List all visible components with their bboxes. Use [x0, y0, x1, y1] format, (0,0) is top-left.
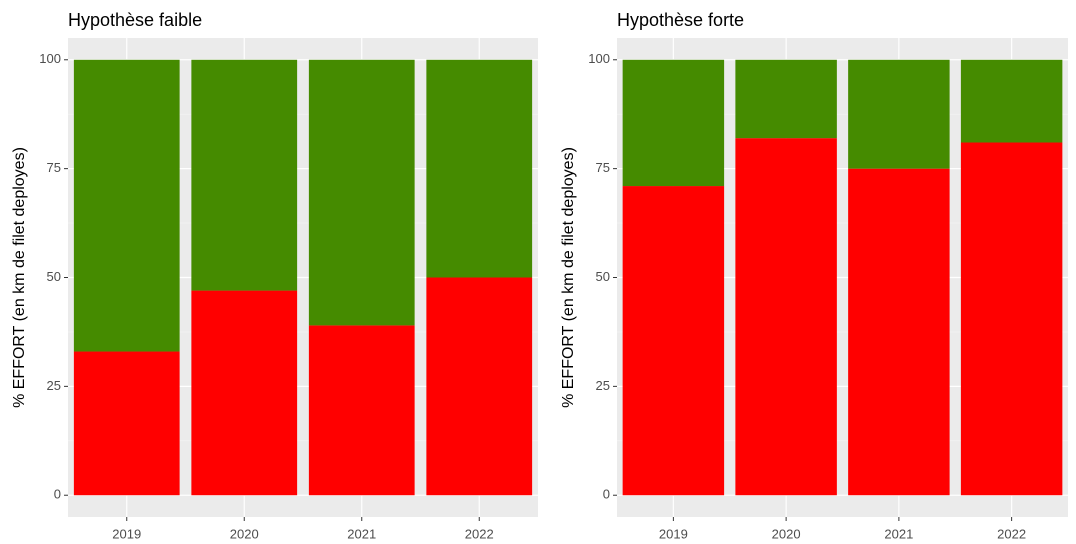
x-tick-label: 2021: [884, 526, 913, 541]
bar-segment: [848, 59, 950, 169]
bar-segment: [73, 351, 180, 496]
bar-segment: [191, 290, 298, 496]
bar-segment: [426, 277, 533, 496]
y-tick-label: 75: [596, 160, 610, 175]
bar-segment: [73, 59, 180, 352]
y-tick-label: 50: [596, 269, 610, 284]
bar-segment: [960, 142, 1063, 496]
chart-title: Hypothèse faible: [68, 10, 202, 30]
y-axis-label: % EFFORT (en km de filet deployes): [560, 147, 577, 408]
bar-segment: [191, 59, 298, 291]
y-tick-label: 0: [603, 487, 610, 502]
y-tick-label: 100: [39, 51, 61, 66]
bar-segment: [735, 59, 837, 139]
bar-segment: [622, 186, 725, 496]
y-tick-label: 75: [47, 160, 61, 175]
x-tick-label: 2020: [230, 526, 259, 541]
bar-segment: [960, 59, 1063, 143]
bar-segment: [622, 59, 725, 187]
x-tick-label: 2022: [465, 526, 494, 541]
bar-segment: [735, 138, 837, 496]
x-tick-label: 2019: [659, 526, 688, 541]
bar-segment: [848, 168, 950, 496]
y-tick-label: 25: [47, 378, 61, 393]
x-tick-label: 2021: [347, 526, 376, 541]
y-axis-label: % EFFORT (en km de filet deployes): [11, 147, 28, 408]
bar-segment: [308, 325, 415, 496]
x-tick-label: 2022: [997, 526, 1026, 541]
y-tick-label: 100: [588, 51, 610, 66]
y-tick-label: 25: [596, 378, 610, 393]
x-tick-label: 2020: [772, 526, 801, 541]
bar-segment: [426, 59, 533, 278]
chart-title: Hypothèse forte: [617, 10, 744, 30]
y-tick-label: 50: [47, 269, 61, 284]
y-tick-label: 0: [54, 487, 61, 502]
bar-segment: [308, 59, 415, 326]
x-tick-label: 2019: [112, 526, 141, 541]
